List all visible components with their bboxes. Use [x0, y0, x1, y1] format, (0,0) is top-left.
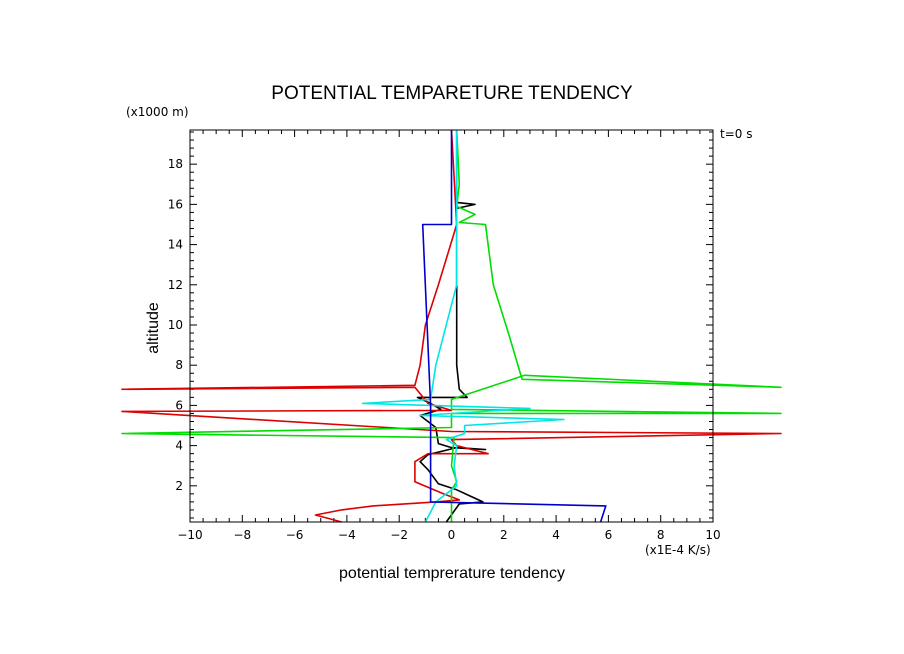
- x-tick-label: 8: [657, 528, 665, 542]
- y-tick-label: 4: [175, 439, 183, 453]
- x-tick-label: 0: [448, 528, 456, 542]
- x-tick-label: 2: [500, 528, 508, 542]
- x-tick-label: −8: [233, 528, 251, 542]
- series-line-black: [416, 130, 487, 523]
- y-tick-label: 18: [168, 157, 183, 171]
- x-unit-label: (x1E-4 K/s): [645, 543, 711, 557]
- series-line-blue: [421, 130, 607, 523]
- y-tick-label: 14: [168, 238, 183, 252]
- chart-title: POTENTIAL TEMPARETURE TENDENCY: [271, 83, 633, 104]
- x-tick-label: 4: [552, 528, 560, 542]
- y-unit-label: (x1000 m): [126, 105, 189, 119]
- plot-frame: [189, 129, 714, 523]
- x-tick-label: 6: [605, 528, 613, 542]
- series-layer: [121, 129, 782, 523]
- x-axis-label: potential temprerature tendency: [339, 565, 565, 582]
- y-tick-label: 10: [168, 318, 183, 332]
- axes: −10 −8 −6 −4 −2 0 2 4 6 8 10 2 4 6 8 10 12 14 16 18: [168, 130, 721, 542]
- y-tick-label: 2: [175, 479, 183, 493]
- y-tick-label: 12: [168, 278, 183, 292]
- x-tick-label: −10: [177, 528, 202, 542]
- series-line-cyan: [361, 130, 565, 523]
- series-line-green: [121, 129, 782, 522]
- y-tick-label: 8: [175, 358, 183, 372]
- x-tick-label: −6: [286, 528, 304, 542]
- x-tick-label: −2: [390, 528, 408, 542]
- y-tick-label: 16: [168, 197, 183, 211]
- time-label: t=0 s: [720, 127, 752, 141]
- x-tick-label: 10: [705, 528, 720, 542]
- y-axis-label: altitude: [145, 302, 162, 354]
- y-tick-label: 6: [175, 398, 183, 412]
- x-tick-label: −4: [338, 528, 356, 542]
